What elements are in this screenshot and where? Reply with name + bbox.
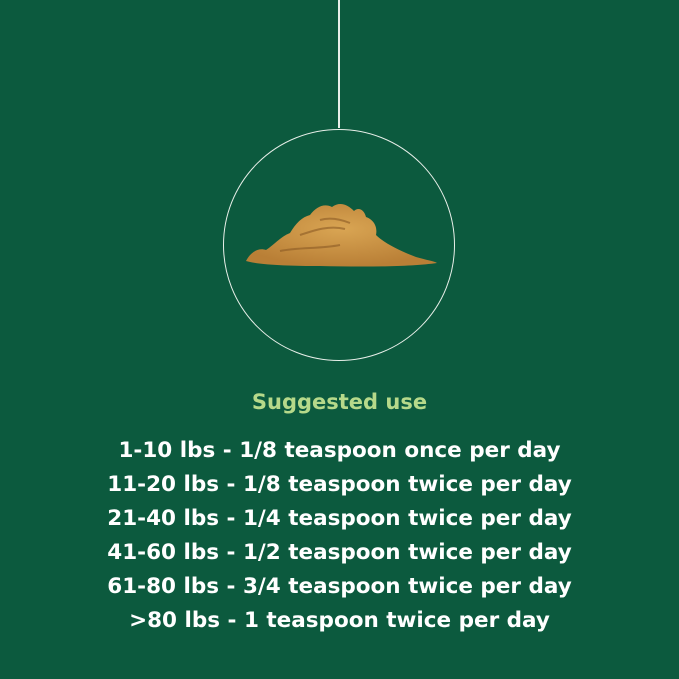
dosage-list: 1-10 lbs - 1/8 teaspoon once per day 11-… bbox=[0, 434, 679, 638]
dosage-item: 21-40 lbs - 1/4 teaspoon twice per day bbox=[107, 506, 572, 531]
hanging-line bbox=[338, 0, 340, 128]
circle-frame bbox=[223, 129, 455, 361]
dosage-item: 11-20 lbs - 1/8 teaspoon twice per day bbox=[107, 472, 572, 497]
dosage-item: 1-10 lbs - 1/8 teaspoon once per day bbox=[118, 438, 561, 463]
suggested-use-heading: Suggested use bbox=[251, 390, 428, 414]
dosage-item: 61-80 lbs - 3/4 teaspoon twice per day bbox=[107, 574, 572, 599]
dosage-item: >80 lbs - 1 teaspoon twice per day bbox=[129, 608, 550, 633]
powder-pile-image bbox=[246, 204, 437, 267]
dosage-item: 41-60 lbs - 1/2 teaspoon twice per day bbox=[107, 540, 572, 565]
